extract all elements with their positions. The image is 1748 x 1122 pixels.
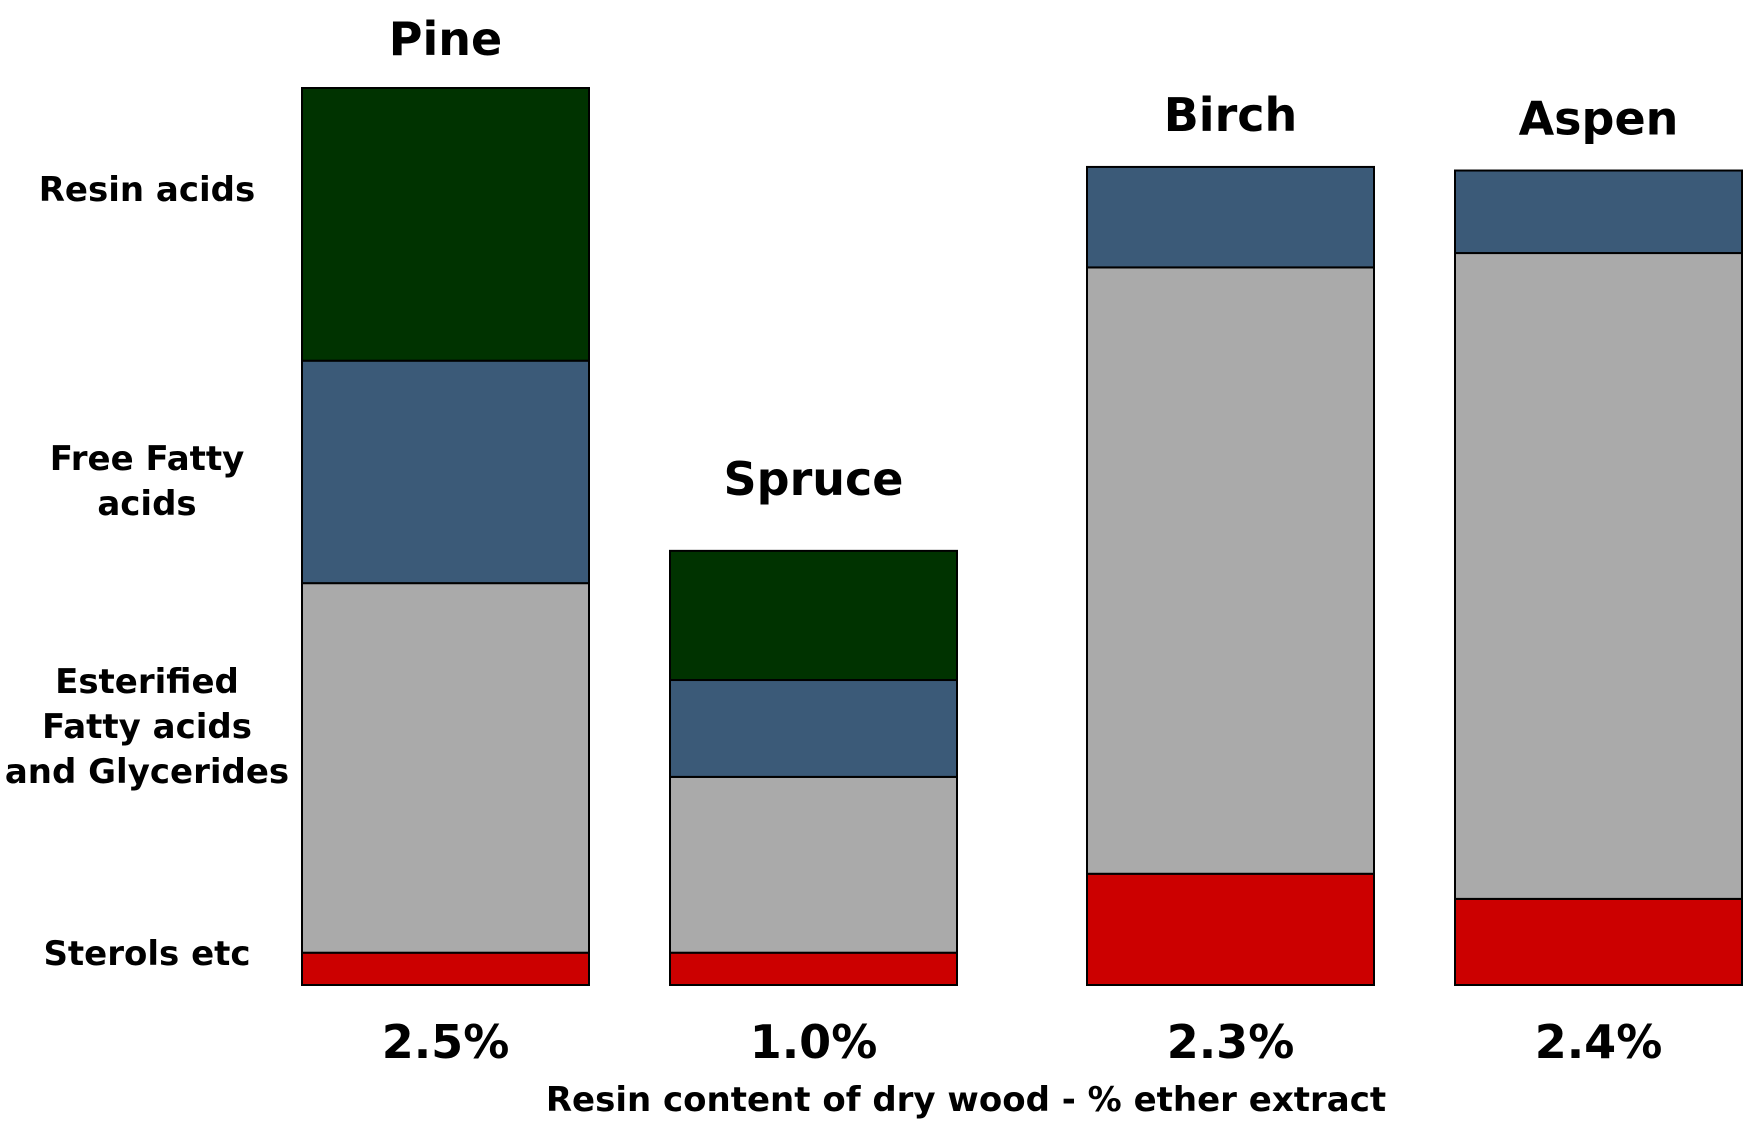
bar-segment-spruce-resin-acids xyxy=(669,549,958,682)
legend-label-resin-acids: Resin acids xyxy=(39,170,256,210)
bar-segment-pine-esterified-fatty-acids-and-glycerides xyxy=(301,582,590,954)
bar-segment-spruce-esterified-fatty-acids-and-glycerides xyxy=(669,775,958,954)
category-label-spruce: Spruce xyxy=(724,452,904,506)
legend-label-sterols-etc: Sterols etc xyxy=(43,934,250,974)
bar-segment-pine-free-fatty-acids xyxy=(301,359,590,585)
total-labels-group: 2.5% 1.0% 2.3% 2.4% xyxy=(382,1015,1663,1069)
bar-segment-spruce-sterols-etc xyxy=(669,951,958,987)
bar-segment-spruce-free-fatty-acids xyxy=(669,679,958,778)
bar-segment-birch-esterified-fatty-acids-and-glycerides xyxy=(1086,266,1375,875)
total-label-birch: 2.3% xyxy=(1167,1015,1295,1069)
bar-segment-pine-resin-acids xyxy=(301,87,590,362)
bars-group: Pine Spruce Birch Aspen xyxy=(301,12,1743,987)
bar-segment-birch-sterols-etc xyxy=(1086,872,1375,986)
legend-label-free-fatty-acids: Free Fatty acids xyxy=(50,439,245,524)
legend-label-esterified-fatty-acids-and-glycerides: Esterified Fatty acids and Glycerides xyxy=(5,662,289,792)
x-axis-label: Resin content of dry wood - % ether extr… xyxy=(546,1080,1386,1120)
legend-group: Resin acids Free Fatty acids Esterified Fatt… xyxy=(5,170,289,974)
bar-segment-birch-free-fatty-acids xyxy=(1086,165,1375,269)
bar-segment-aspen-free-fatty-acids xyxy=(1454,169,1743,255)
category-label-birch: Birch xyxy=(1164,88,1298,142)
category-label-pine: Pine xyxy=(389,12,502,66)
total-label-pine: 2.5% xyxy=(382,1015,510,1069)
total-label-spruce: 1.0% xyxy=(750,1015,878,1069)
category-label-aspen: Aspen xyxy=(1519,92,1679,146)
bar-segment-pine-sterols-etc xyxy=(301,951,590,987)
total-label-aspen: 2.4% xyxy=(1535,1015,1663,1069)
bar-segment-aspen-esterified-fatty-acids-and-glycerides xyxy=(1454,252,1743,900)
bar-segment-aspen-sterols-etc xyxy=(1454,897,1743,986)
